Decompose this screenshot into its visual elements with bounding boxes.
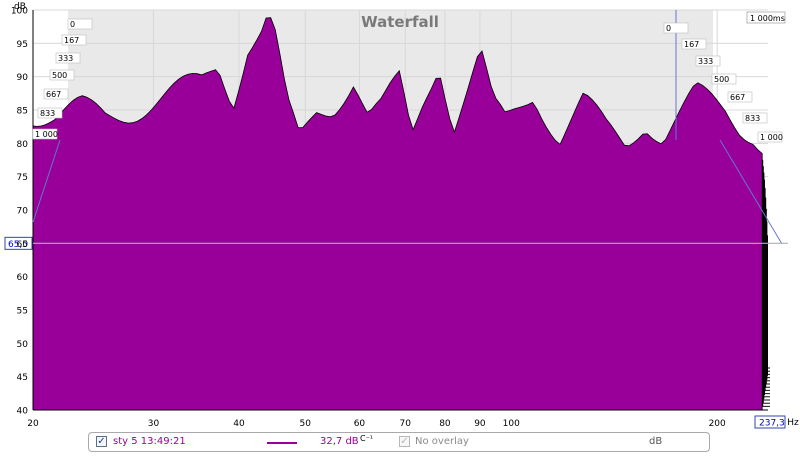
y-tick-label: 95 xyxy=(17,40,28,50)
cursor-lines[interactable]: 65,0 237,3 xyxy=(4,236,788,429)
time-label-left: 167 xyxy=(64,36,79,45)
x-tick-label: 20 xyxy=(27,419,39,429)
time-label-box-left xyxy=(49,69,75,81)
time-label-box-right xyxy=(742,112,768,124)
x-tick-labels: 20 30 40 50 60 70 80 90 100 200 xyxy=(27,419,726,429)
slice-curve xyxy=(33,17,763,410)
time-max-label: 1 000ms xyxy=(750,14,785,23)
x-cursor-readout-box xyxy=(754,415,786,429)
time-label-left: 833 xyxy=(40,109,55,118)
x-tick-label: 80 xyxy=(439,419,451,429)
x-unit-label: Hz xyxy=(787,418,799,428)
y-tick-label: 75 xyxy=(17,173,28,183)
x-tick-label: 70 xyxy=(400,419,412,429)
y-tick-labels: 100 95 90 85 80 75 70 65 60 55 50 45 40 xyxy=(11,7,28,417)
time-label-box-left xyxy=(55,52,81,64)
time-label-box-right xyxy=(681,38,707,50)
time-label-box-left xyxy=(32,128,58,140)
y-cursor-readout[interactable]: 65,0 xyxy=(8,240,28,250)
time-label-left: 1 000 xyxy=(35,130,58,139)
time-label-box-left xyxy=(43,88,69,100)
x-tick-label: 100 xyxy=(503,419,520,429)
x-cursor-readout[interactable]: 237,3 xyxy=(759,419,785,429)
time-label-right: 500 xyxy=(714,75,729,84)
overlay-label[interactable]: No overlay xyxy=(415,436,469,447)
measurement-checkbox[interactable]: ✓ xyxy=(96,436,107,447)
perspective-line-left xyxy=(32,139,61,223)
time-label-right: 667 xyxy=(730,93,745,102)
time-label-right: 167 xyxy=(684,40,699,49)
time-label-box-right xyxy=(727,91,753,103)
time-label-box-left xyxy=(67,18,93,30)
y-tick-label: 50 xyxy=(17,340,29,350)
time-label-box-right xyxy=(711,73,737,85)
smoothing-value: 32,7 dB xyxy=(320,436,359,447)
overlay-checkbox[interactable]: ✓ xyxy=(399,436,410,447)
time-label-right: 0 xyxy=(666,24,671,33)
perspective-line-right xyxy=(719,139,783,245)
y-tick-label: 40 xyxy=(17,407,29,417)
x-tick-label: 50 xyxy=(300,419,312,429)
time-label-right: 333 xyxy=(698,57,713,66)
time-label-right: 833 xyxy=(745,114,760,123)
y-tick-label: 70 xyxy=(17,207,29,217)
time-label-left: 333 xyxy=(58,54,73,63)
time-label-left: 0 xyxy=(70,20,75,29)
y-tick-label: 80 xyxy=(17,140,29,150)
y-tick-label: 85 xyxy=(17,107,28,117)
time-label-box-left xyxy=(61,34,87,46)
measurement-name[interactable]: sty 5 13:49:21 xyxy=(113,436,186,447)
time-label-left: 667 xyxy=(46,90,61,99)
time-label-box-right xyxy=(757,131,783,143)
y-tick-label: 55 xyxy=(17,307,28,317)
x-tick-label: 30 xyxy=(148,419,160,429)
time-label-left: 500 xyxy=(52,71,67,80)
y-unit-label: dB xyxy=(14,2,26,12)
trace-color-swatch xyxy=(267,442,297,444)
time-label-box-right xyxy=(695,55,721,67)
y-tick-label: 45 xyxy=(17,373,28,383)
time-label-right: 1 000 xyxy=(760,133,783,142)
time-max-box xyxy=(746,11,786,24)
time-label-box-right xyxy=(663,22,689,34)
y-tick-label: 60 xyxy=(17,273,29,283)
x-tick-label: 200 xyxy=(709,419,726,429)
x-tick-label: 60 xyxy=(354,419,366,429)
legend-bar: ✓ sty 5 13:49:21 32,7 dB C⁻¹ ✓ No overla… xyxy=(88,432,710,452)
waterfall-slices xyxy=(33,17,768,410)
x-tick-label: 40 xyxy=(233,419,245,429)
y-tick-label: 65 xyxy=(17,240,28,250)
y-tick-label: 100 xyxy=(11,7,28,17)
y-tick-label: 90 xyxy=(17,73,29,83)
smoothing-suffix: C⁻¹ xyxy=(360,434,374,443)
y-cursor-readout-box xyxy=(4,236,33,250)
legend-unit-label: dB xyxy=(649,436,663,447)
x-tick-label: 90 xyxy=(474,419,486,429)
time-label-box-left xyxy=(37,107,63,119)
chart-title: Waterfall xyxy=(361,13,439,31)
